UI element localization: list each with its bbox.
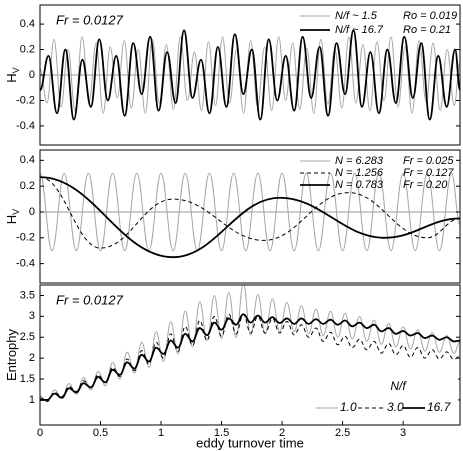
legend-label: Ro = 0.019 <box>403 10 457 22</box>
series-line <box>40 36 460 114</box>
plot-area <box>40 172 460 259</box>
x-tick-label: 3 <box>400 427 406 439</box>
y-tick-label: 0 <box>29 69 35 81</box>
y-tick-label: -0.4 <box>16 120 35 132</box>
legend: N/f ~ 1.5 Ro = 0.019 N/f ~ 16.7 Ro = 0.21 <box>300 10 457 36</box>
legend-label: N/f ~ 16.7 <box>335 24 384 36</box>
y-axis-label-main: Entrophy <box>4 328 19 381</box>
series-line <box>40 176 460 249</box>
y-axis-label-main: H <box>4 215 19 224</box>
y-axis-label: HV <box>4 209 21 224</box>
y-axis-label: Entrophy <box>4 328 19 381</box>
y-tick-label: 0.4 <box>20 154 35 166</box>
series-line <box>40 313 460 401</box>
y-axis-label: HV <box>4 67 21 82</box>
x-tick-label: 0.5 <box>93 427 108 439</box>
series-line <box>40 29 460 121</box>
y-tick-label: 1 <box>29 394 35 406</box>
legend: N = 6.283 Fr = 0.025 N = 1.256 Fr = 0.127 N … <box>300 155 454 191</box>
x-tick-label: 0 <box>37 427 43 439</box>
y-tick-label: -0.2 <box>16 94 35 106</box>
y-tick-label: -0.2 <box>16 232 35 244</box>
axes-frame <box>39 149 461 284</box>
y-tick-label: 3 <box>29 310 35 322</box>
series-line <box>40 176 460 259</box>
y-tick-label: 1.5 <box>20 373 35 385</box>
x-tick-label: 1 <box>158 427 164 439</box>
y-tick-label: 2.5 <box>20 331 35 343</box>
x-tick-label: 2.5 <box>335 427 350 439</box>
x-axis-label: eddy turnover time <box>196 435 304 450</box>
y-tick-label: 0.2 <box>20 43 35 55</box>
panel: 1 1.5 2 2.5 3 3.5 0 0.5 1 1.5 2 2.5 3 eddy turnover t… <box>4 284 461 450</box>
y-tick-label: 2 <box>29 352 35 364</box>
plot-area <box>40 29 460 121</box>
axes-frame <box>39 284 461 426</box>
y-tick-label: 0.2 <box>20 180 35 192</box>
y-tick-label: 0 <box>29 206 35 218</box>
x-tick-label: 1.5 <box>214 427 229 439</box>
y-tick-label: 0.4 <box>20 18 35 30</box>
legend-label: Fr = 0.127 <box>403 167 454 179</box>
legend-label: 16.7 <box>427 400 452 414</box>
legend-label: N/f ~ 1.5 <box>335 10 378 22</box>
annotation: Fr = 0.0127 <box>56 12 124 27</box>
legend-label: 1.0 <box>340 400 357 414</box>
legend-label: Fr = 0.20 <box>403 179 448 191</box>
legend-title: N/f <box>390 379 407 393</box>
plot-area <box>40 285 460 403</box>
legend-label: 3.0 <box>387 400 404 414</box>
y-tick-label: 3.5 <box>20 289 35 301</box>
legend: N/f 1.0 3.0 16.7 <box>312 378 458 420</box>
y-axis-label-sub: V <box>11 67 21 73</box>
x-tick-label: 2 <box>279 427 285 439</box>
series-line <box>40 172 460 252</box>
legend-label: N = 6.283 <box>335 155 384 167</box>
series-line <box>40 313 460 402</box>
panel: -0.4 -0.2 0 0.2 0.4 HV Fr = 0.0127 N/f ~ 1.5 Ro … <box>4 4 461 146</box>
legend-label: N = 0.783 <box>335 179 384 191</box>
legend-label: Fr = 0.025 <box>403 155 454 167</box>
y-axis-label-sub: V <box>11 209 21 215</box>
annotation: Fr = 0.0127 <box>56 292 124 307</box>
legend-label: N = 1.256 <box>335 167 384 179</box>
legend-box <box>312 378 458 420</box>
legend-label: Ro = 0.21 <box>403 24 451 36</box>
y-tick-label: -0.4 <box>16 258 35 270</box>
y-axis-label-main: H <box>4 73 19 82</box>
